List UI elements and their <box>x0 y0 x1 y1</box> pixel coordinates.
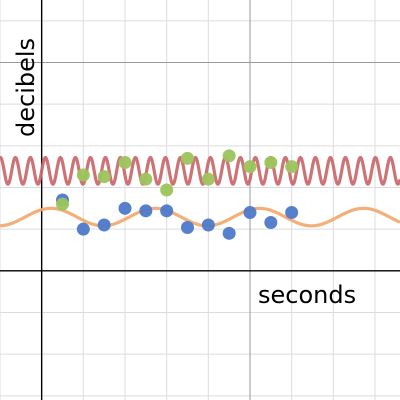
point-green_points <box>76 168 90 182</box>
curve-orange_curve <box>0 206 400 228</box>
point-blue_points <box>97 218 111 232</box>
curve-red_curve <box>0 155 400 186</box>
point-blue_points <box>118 201 132 215</box>
point-blue_points <box>76 222 90 236</box>
point-blue_points <box>160 204 174 218</box>
data-points <box>56 149 299 240</box>
point-blue_points <box>285 206 299 219</box>
point-blue_points <box>222 226 236 240</box>
point-green_points <box>118 156 132 169</box>
point-blue_points <box>181 221 194 234</box>
point-green_points <box>181 151 194 165</box>
point-blue_points <box>139 204 153 218</box>
point-green_points <box>243 160 257 174</box>
x-axis-label: seconds <box>258 281 356 309</box>
point-green_points <box>160 183 174 197</box>
point-green_points <box>139 172 153 186</box>
point-blue_points <box>243 206 257 219</box>
point-green_points <box>201 172 215 186</box>
point-green_points <box>56 197 69 211</box>
y-axis-label: decibels <box>12 38 40 137</box>
point-green_points <box>264 156 278 169</box>
point-blue_points <box>264 216 278 229</box>
point-blue_points <box>201 218 215 232</box>
point-green_points <box>97 170 111 184</box>
point-green_points <box>222 149 236 163</box>
curves <box>0 155 400 228</box>
point-green_points <box>285 160 299 174</box>
